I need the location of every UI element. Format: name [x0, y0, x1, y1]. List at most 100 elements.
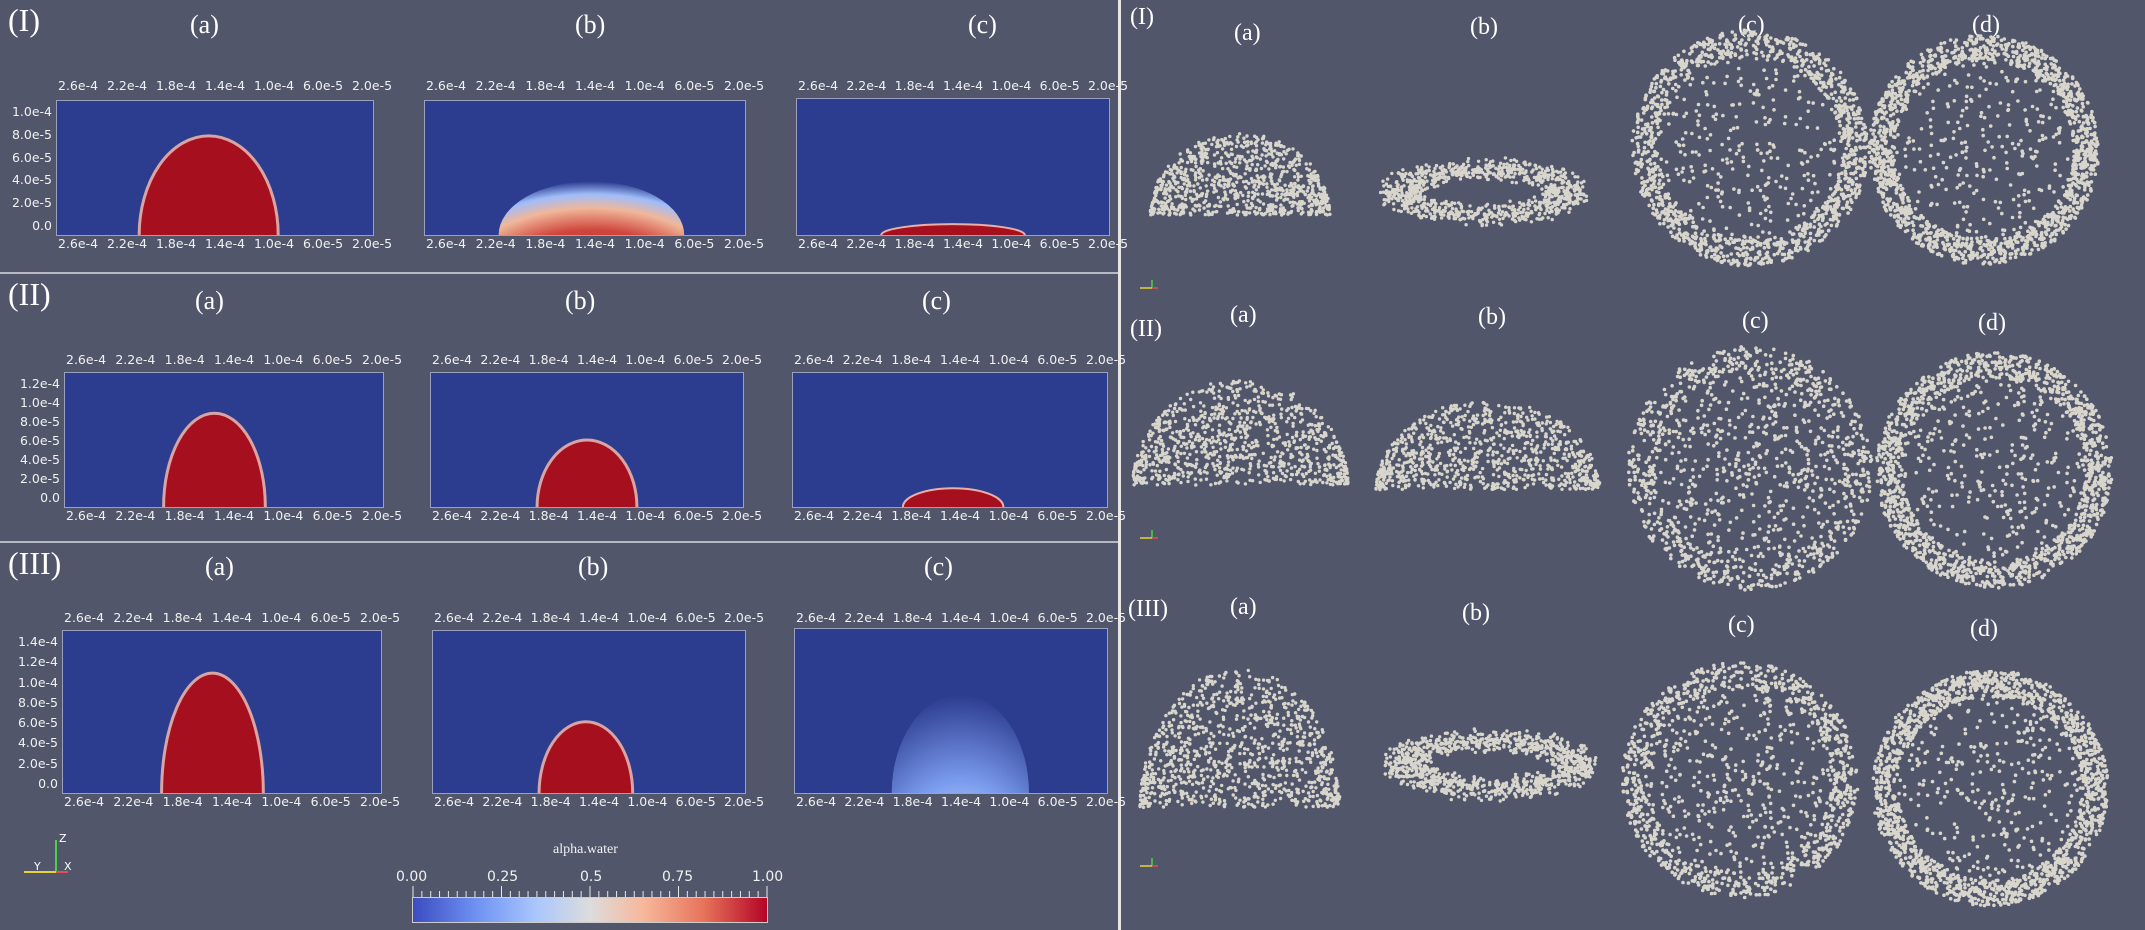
particle [1894, 92, 1898, 96]
particle [1663, 76, 1667, 80]
particle [1889, 133, 1893, 137]
particle [1965, 44, 1969, 48]
particle [2075, 194, 2079, 198]
particle [2017, 231, 2021, 235]
particle [1716, 247, 1720, 251]
particle [1646, 192, 1650, 196]
particle [1805, 226, 1809, 230]
particle [1691, 169, 1695, 173]
particle [2041, 121, 2045, 125]
particle [2061, 106, 2065, 110]
particle [1282, 157, 1285, 160]
x-tick-label: 1.0e-4 [254, 236, 294, 251]
particle [1573, 175, 1576, 178]
particle [1471, 172, 1474, 175]
particle [1255, 151, 1258, 154]
particle [1310, 174, 1313, 177]
particle [1795, 244, 1799, 248]
particle [1691, 150, 1695, 154]
particle [1983, 260, 1987, 264]
x-tick-label: 1.8e-4 [156, 236, 196, 251]
particle [1642, 111, 1646, 115]
particle [1816, 126, 1820, 130]
particle [1246, 143, 1249, 146]
particle [1316, 179, 1319, 182]
particle [2001, 233, 2005, 237]
particle [2083, 157, 2087, 161]
particle [1279, 188, 1282, 191]
particle [1928, 55, 1932, 59]
particle [1746, 264, 1750, 268]
particle [1833, 161, 1837, 165]
particle [1250, 202, 1253, 205]
particle [1848, 127, 1852, 131]
particle [1889, 114, 1893, 118]
particle [1667, 82, 1671, 86]
x-tick-label: 1.0e-4 [627, 794, 667, 809]
particle [2082, 121, 2086, 125]
particle [1288, 201, 1291, 204]
particle [1786, 218, 1790, 222]
particle [1651, 105, 1655, 109]
particle [1194, 145, 1197, 148]
particle [1264, 154, 1267, 157]
particle [1787, 202, 1791, 206]
particle [1728, 206, 1732, 210]
particle [2005, 135, 2009, 139]
particle [2070, 82, 2074, 86]
particle [1845, 176, 1849, 180]
particle [1286, 198, 1289, 201]
particle [1715, 112, 1719, 116]
particle [1805, 52, 1809, 56]
particle [1753, 258, 1757, 262]
particle [1781, 259, 1785, 263]
x-tick-label: 2.0e-5 [724, 78, 764, 93]
particle [1893, 215, 1897, 219]
x-tick-label: 1.8e-4 [529, 352, 569, 367]
particle [1301, 211, 1304, 214]
colorbar-tick-label: 0.75 [662, 869, 693, 885]
particle [1392, 195, 1395, 198]
particle [1780, 174, 1784, 178]
particle [1276, 182, 1279, 185]
x-tick-label: 1.0e-4 [991, 236, 1031, 251]
particle [1273, 188, 1276, 191]
particle [1942, 230, 1946, 234]
droplet-field [795, 629, 1107, 793]
particle [1221, 147, 1224, 150]
particle [1519, 166, 1522, 169]
particle [1297, 157, 1300, 160]
particle [1837, 113, 1841, 117]
particle [1694, 246, 1698, 250]
particle [1727, 259, 1731, 263]
particle [2067, 109, 2071, 113]
particle [1168, 187, 1171, 190]
particle [1861, 168, 1865, 172]
particle [2063, 76, 2067, 80]
particle [1759, 262, 1763, 266]
particle [1213, 153, 1216, 156]
particle [1763, 38, 1767, 42]
particle [1984, 235, 1988, 239]
x-tick-label: 2.6e-4 [434, 794, 474, 809]
x-tick-label: 2.6e-4 [798, 78, 838, 93]
particle [1981, 134, 1985, 138]
particle [1835, 224, 1839, 228]
simulation-panel [432, 630, 746, 794]
particle [1904, 71, 1908, 75]
particle [1988, 82, 1992, 86]
particle [1659, 85, 1663, 89]
droplet-shape [162, 673, 264, 793]
particle [1702, 170, 1706, 174]
droplet-field [797, 99, 1109, 235]
particle [2034, 220, 2038, 224]
particle [1419, 195, 1422, 198]
colorbar-tick-label: 0.00 [396, 869, 427, 885]
particle [1736, 252, 1740, 256]
particle [1894, 75, 1898, 79]
particle [1498, 165, 1501, 168]
x-tick-label: 2.2e-4 [107, 236, 147, 251]
particle [1723, 82, 1727, 86]
particle [1807, 101, 1811, 105]
particle [1738, 102, 1742, 106]
